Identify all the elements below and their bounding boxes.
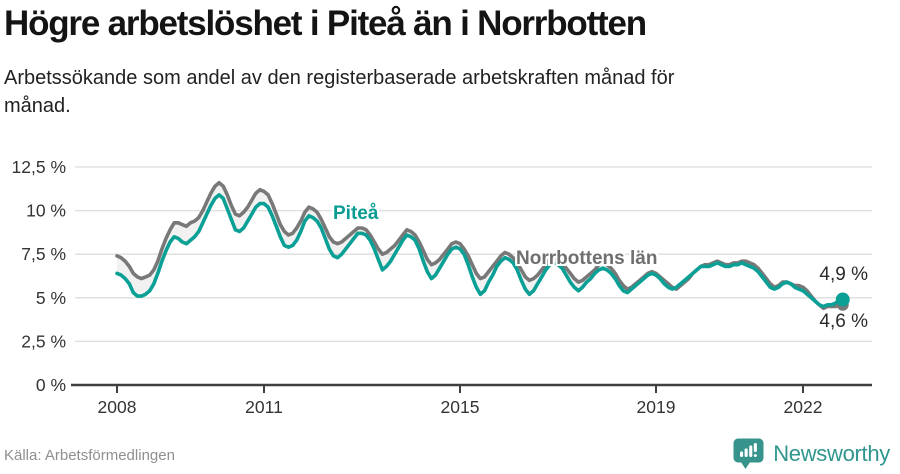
y-tick-label: 0 %: [36, 375, 66, 395]
end-value-label-norrbotten: 4,6 %: [819, 311, 868, 332]
y-tick-label: 2,5 %: [21, 331, 66, 351]
end-value-label-pitea: 4,9 %: [819, 264, 868, 285]
y-tick-label: 10 %: [26, 201, 66, 221]
newsworthy-bubble-chart-icon: [732, 437, 765, 471]
x-tick-label: 2022: [784, 397, 823, 417]
x-tick-label: 2008: [98, 397, 137, 417]
endpoint-dot-pitea: [835, 292, 850, 307]
chart-title: Högre arbetslöshet i Piteå än i Norrbott…: [4, 4, 647, 43]
series-line-pitea: [115, 193, 842, 309]
y-tick-label: 7,5 %: [21, 244, 66, 264]
x-tick-label: 2015: [441, 397, 480, 417]
series-label-norrbotten: Norrbottens län: [516, 248, 658, 269]
newsworthy-wordmark: Newsworthy: [773, 441, 890, 466]
series-label-pitea: Piteå: [333, 203, 379, 224]
x-tick-label: 2019: [637, 397, 676, 417]
y-tick-label: 5 %: [36, 288, 66, 308]
x-tick-label: 2011: [245, 397, 283, 417]
y-tick-label: 12,5 %: [12, 157, 66, 177]
chart-subtitle: Arbetssökande som andel av den registerb…: [4, 67, 675, 117]
newsworthy-logo[interactable]: Newsworthy: [732, 437, 890, 471]
source-note: Källa: Arbetsförmedlingen: [4, 447, 175, 464]
